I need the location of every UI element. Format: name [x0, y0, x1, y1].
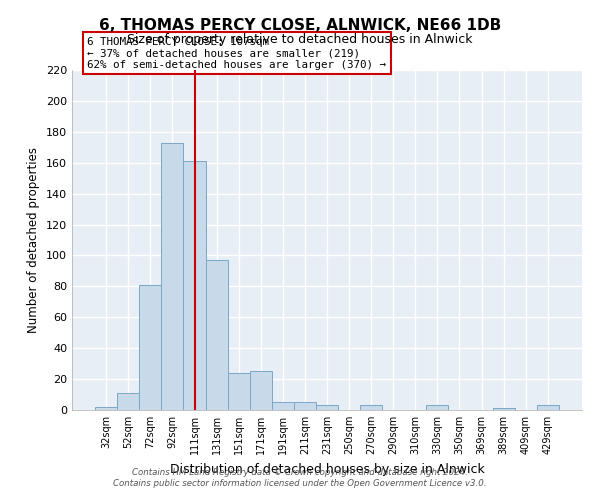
Bar	[493, 408, 515, 410]
Bar	[427, 406, 448, 410]
Bar	[294, 402, 316, 410]
Bar	[227, 373, 250, 410]
Text: Contains HM Land Registry data © Crown copyright and database right 2024.
Contai: Contains HM Land Registry data © Crown c…	[113, 468, 487, 487]
Text: 6, THOMAS PERCY CLOSE, ALNWICK, NE66 1DB: 6, THOMAS PERCY CLOSE, ALNWICK, NE66 1DB	[99, 18, 501, 32]
Bar	[161, 142, 184, 410]
X-axis label: Distribution of detached houses by size in Alnwick: Distribution of detached houses by size …	[170, 462, 484, 475]
Bar	[206, 260, 227, 410]
Bar	[537, 406, 559, 410]
Y-axis label: Number of detached properties: Number of detached properties	[28, 147, 40, 333]
Bar	[95, 407, 117, 410]
Bar	[184, 161, 206, 410]
Bar	[250, 372, 272, 410]
Bar	[139, 285, 161, 410]
Text: 6 THOMAS PERCY CLOSE: 107sqm
← 37% of detached houses are smaller (219)
62% of s: 6 THOMAS PERCY CLOSE: 107sqm ← 37% of de…	[88, 37, 386, 70]
Bar	[272, 402, 294, 410]
Text: Size of property relative to detached houses in Alnwick: Size of property relative to detached ho…	[127, 32, 473, 46]
Bar	[360, 406, 382, 410]
Bar	[316, 406, 338, 410]
Bar	[117, 393, 139, 410]
